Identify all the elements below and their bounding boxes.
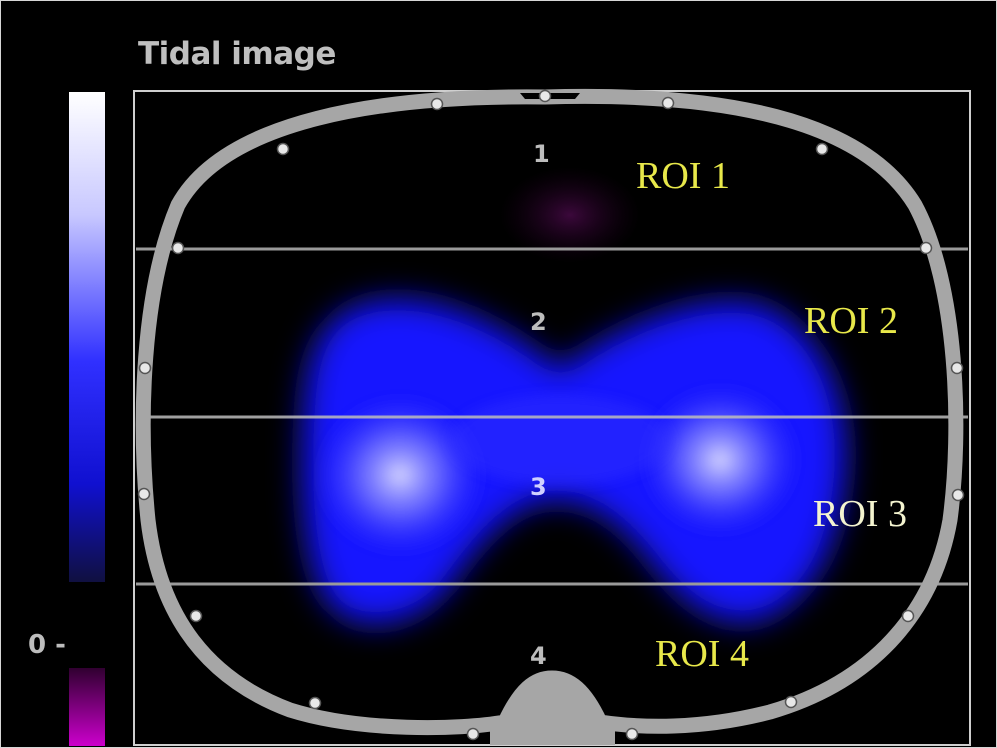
roi-label-1: ROI 1 xyxy=(636,155,730,197)
roi-label-2: ROI 2 xyxy=(804,300,898,342)
region-numbers: 1 2 3 4 xyxy=(530,140,550,670)
roi-dividers xyxy=(136,247,968,586)
ventilation-distribution xyxy=(302,167,846,624)
roi-label-4: ROI 4 xyxy=(655,633,749,675)
electrode-16 xyxy=(171,241,185,255)
region-number-4: 4 xyxy=(530,642,547,670)
electrode-13 xyxy=(189,609,203,623)
electrode-9 xyxy=(784,695,798,709)
roi-label-3: ROI 3 xyxy=(813,493,907,535)
electrode-4 xyxy=(815,142,829,156)
roi1-faint-signal xyxy=(500,167,640,263)
electrode-1 xyxy=(430,97,444,111)
electrode-7 xyxy=(951,488,965,502)
electrode-10 xyxy=(625,727,639,741)
color-scale-positive xyxy=(69,92,105,582)
ventilation-peak-left xyxy=(310,390,490,560)
region-number-3: 3 xyxy=(530,473,547,501)
region-number-2: 2 xyxy=(530,308,547,336)
color-scale xyxy=(69,92,105,746)
electrode-15 xyxy=(138,361,152,375)
electrode-12 xyxy=(308,696,322,710)
electrode-8 xyxy=(901,609,915,623)
electrode-6 xyxy=(950,361,964,375)
region-number-1: 1 xyxy=(533,140,550,168)
spine-shape xyxy=(490,678,615,745)
ventilation-mid xyxy=(450,395,670,485)
electrode-3 xyxy=(661,96,675,110)
electrode-5 xyxy=(919,241,933,255)
image-title: Tidal image xyxy=(138,36,336,72)
thorax-outline xyxy=(135,88,964,736)
electrode-2 xyxy=(538,89,552,103)
electrode-17 xyxy=(276,142,290,156)
color-scale-negative xyxy=(69,668,105,746)
scale-zero-label: 0 - xyxy=(28,630,66,660)
roi-labels: ROI 1 ROI 2 ROI 3 ROI 4 xyxy=(636,155,907,675)
ventilation-peak-right xyxy=(635,380,805,540)
electrode-ring xyxy=(137,89,965,741)
electrode-11 xyxy=(466,727,480,741)
electrode-14 xyxy=(137,487,151,501)
